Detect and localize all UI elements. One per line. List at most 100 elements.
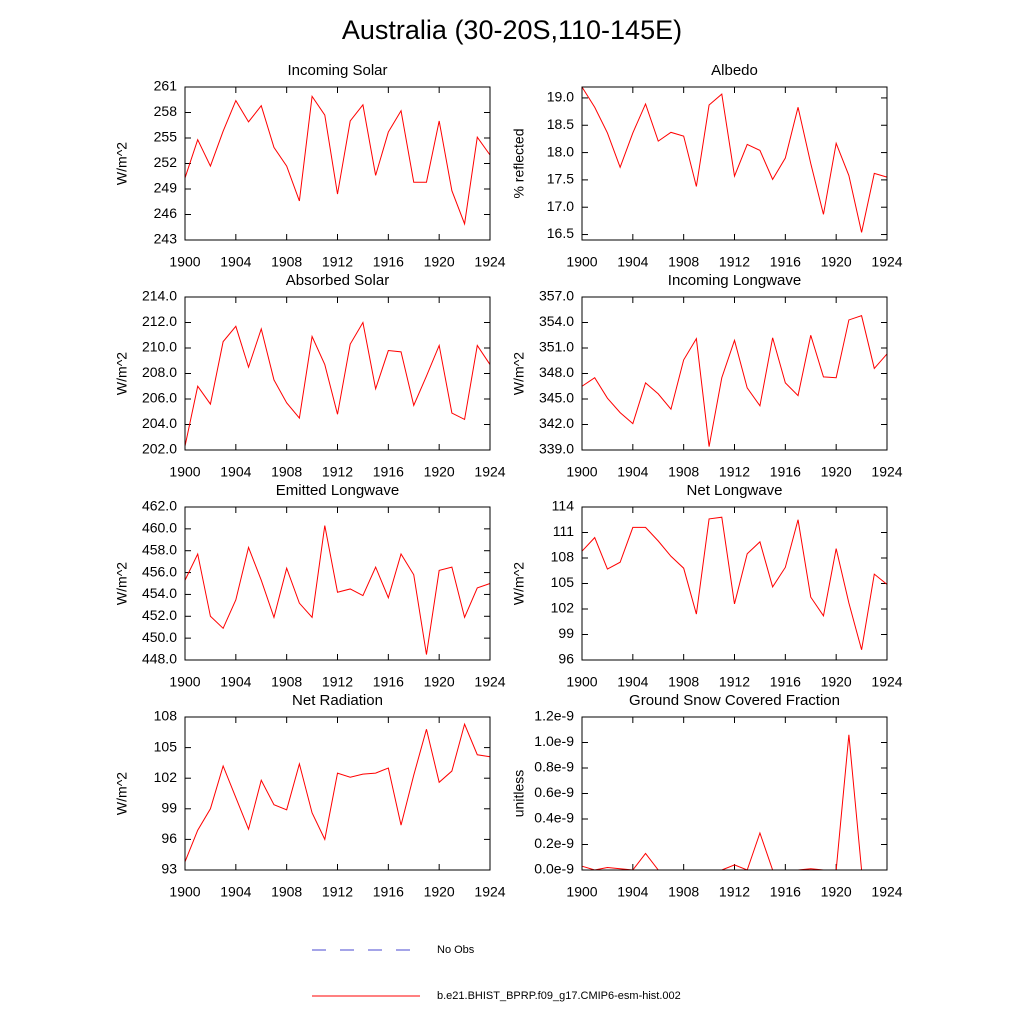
y-tick-label: 99 xyxy=(161,800,177,816)
plot-frame xyxy=(581,506,888,661)
x-tick-label: 1920 xyxy=(424,674,455,690)
y-tick-label: 102 xyxy=(154,769,178,785)
panel-title: Emitted Longwave xyxy=(276,482,399,499)
y-tick-label: 96 xyxy=(558,651,574,667)
x-tick-label: 1912 xyxy=(322,674,353,690)
x-tick-label: 1912 xyxy=(719,464,750,480)
x-tick-label: 1904 xyxy=(617,464,648,480)
y-tick-label: 208.0 xyxy=(142,364,177,380)
x-tick-label: 1900 xyxy=(566,674,597,690)
x-tick-label: 1920 xyxy=(424,254,455,270)
x-tick-label: 1916 xyxy=(770,464,801,480)
x-tick-label: 1912 xyxy=(322,254,353,270)
panel-title: Incoming Longwave xyxy=(668,272,801,289)
x-tick-label: 1904 xyxy=(220,254,251,270)
plot-frame xyxy=(581,296,888,451)
y-tick-label: 93 xyxy=(161,861,177,877)
panel-title: Absorbed Solar xyxy=(286,272,389,289)
plot-frame xyxy=(581,86,888,241)
y-tick-label: 0.8e-9 xyxy=(534,759,574,775)
y-tick-label: 202.0 xyxy=(142,441,177,457)
y-tick-label: 1.0e-9 xyxy=(534,733,574,749)
y-tick-label: 0.2e-9 xyxy=(534,835,574,851)
x-tick-label: 1908 xyxy=(271,464,302,480)
y-tick-label: 1.2e-9 xyxy=(534,708,574,724)
x-tick-label: 1920 xyxy=(821,254,852,270)
y-tick-label: 261 xyxy=(154,78,178,94)
panel-title: Incoming Solar xyxy=(287,62,387,79)
x-tick-label: 1924 xyxy=(871,254,902,270)
y-tick-label: 96 xyxy=(161,830,177,846)
x-tick-label: 1912 xyxy=(719,254,750,270)
x-tick-label: 1924 xyxy=(474,464,505,480)
x-tick-label: 1900 xyxy=(169,254,200,270)
y-tick-label: 249 xyxy=(154,180,178,196)
x-tick-label: 1920 xyxy=(424,884,455,900)
x-tick-label: 1900 xyxy=(169,464,200,480)
x-tick-label: 1908 xyxy=(271,674,302,690)
y-tick-label: 17.0 xyxy=(547,198,574,214)
y-axis-label: W/m^2 xyxy=(114,772,130,815)
x-tick-label: 1900 xyxy=(566,884,597,900)
y-tick-label: 0.4e-9 xyxy=(534,810,574,826)
x-tick-label: 1900 xyxy=(566,254,597,270)
y-axis-label: % reflected xyxy=(511,128,527,198)
data-line xyxy=(184,525,491,655)
y-tick-label: 258 xyxy=(154,103,178,119)
x-tick-label: 1900 xyxy=(169,884,200,900)
x-tick-label: 1912 xyxy=(719,884,750,900)
panel-title: Ground Snow Covered Fraction xyxy=(629,692,840,709)
y-tick-label: 342.0 xyxy=(539,415,574,431)
y-tick-label: 357.0 xyxy=(539,288,574,304)
y-tick-label: 454.0 xyxy=(142,585,177,601)
y-tick-label: 108 xyxy=(551,549,575,565)
x-tick-label: 1924 xyxy=(474,674,505,690)
x-tick-label: 1904 xyxy=(617,884,648,900)
x-tick-label: 1924 xyxy=(474,254,505,270)
y-axis-label: unitless xyxy=(511,770,527,817)
y-tick-label: 448.0 xyxy=(142,651,177,667)
x-tick-label: 1908 xyxy=(668,464,699,480)
y-tick-label: 214.0 xyxy=(142,288,177,304)
x-tick-label: 1916 xyxy=(770,884,801,900)
y-axis-label: W/m^2 xyxy=(114,142,130,185)
x-tick-label: 1908 xyxy=(668,674,699,690)
y-tick-label: 204.0 xyxy=(142,415,177,431)
y-tick-label: 252 xyxy=(154,154,178,170)
x-tick-label: 1924 xyxy=(871,464,902,480)
x-tick-label: 1904 xyxy=(220,884,251,900)
y-tick-label: 458.0 xyxy=(142,541,177,557)
data-line xyxy=(184,722,491,863)
y-tick-label: 462.0 xyxy=(142,498,177,514)
y-axis-label: W/m^2 xyxy=(511,352,527,395)
x-tick-label: 1908 xyxy=(271,884,302,900)
legend-label: b.e21.BHIST_BPRP.f09_g17.CMIP6-esm-hist.… xyxy=(437,990,681,1002)
y-tick-label: 339.0 xyxy=(539,441,574,457)
x-tick-label: 1924 xyxy=(871,884,902,900)
x-tick-label: 1916 xyxy=(373,254,404,270)
panel-title: Albedo xyxy=(711,62,758,79)
legend-label: No Obs xyxy=(437,944,475,956)
x-tick-label: 1904 xyxy=(220,464,251,480)
x-tick-label: 1904 xyxy=(220,674,251,690)
data-line xyxy=(581,516,888,650)
x-tick-label: 1912 xyxy=(719,674,750,690)
y-tick-label: 354.0 xyxy=(539,313,574,329)
y-tick-label: 450.0 xyxy=(142,629,177,645)
y-axis-label: W/m^2 xyxy=(114,562,130,605)
y-tick-label: 255 xyxy=(154,129,178,145)
y-tick-label: 345.0 xyxy=(539,390,574,406)
x-tick-label: 1912 xyxy=(322,464,353,480)
y-tick-label: 19.0 xyxy=(547,89,574,105)
data-line xyxy=(184,94,491,226)
panel-title: Net Radiation xyxy=(292,692,383,709)
chart-title: Australia (30-20S,110-145E) xyxy=(342,15,682,45)
x-tick-label: 1912 xyxy=(322,884,353,900)
y-tick-label: 206.0 xyxy=(142,390,177,406)
x-tick-label: 1920 xyxy=(424,464,455,480)
x-tick-label: 1916 xyxy=(770,674,801,690)
y-tick-label: 243 xyxy=(154,231,178,247)
y-tick-label: 105 xyxy=(551,574,575,590)
y-tick-label: 17.5 xyxy=(547,171,574,187)
